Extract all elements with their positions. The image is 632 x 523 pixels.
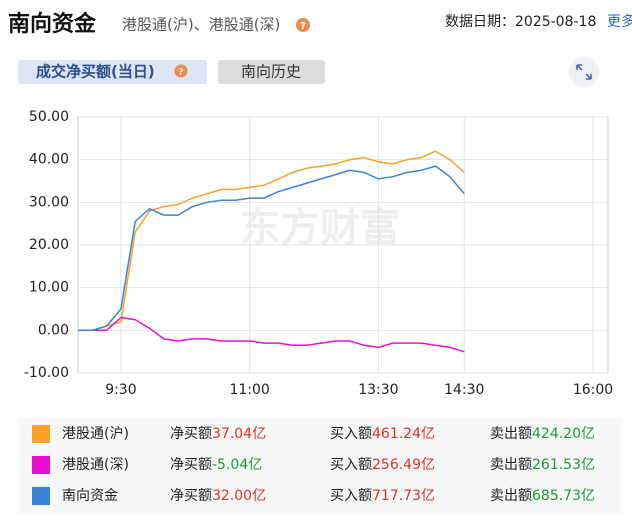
legend-name: 南向资金 xyxy=(62,488,118,504)
tab[interactable] xyxy=(218,60,325,84)
legend-name: 港股通(深) xyxy=(62,457,129,473)
cell-value: 717.73亿 xyxy=(372,488,435,504)
legend-name: 港股通(沪) xyxy=(62,426,129,442)
help-icon[interactable] xyxy=(296,18,310,32)
x-tick-label: 13:30 xyxy=(358,382,398,398)
cell-value: 261.53亿 xyxy=(532,457,595,473)
x-tick-label: 14:30 xyxy=(444,382,484,398)
cell-label: 买入额 xyxy=(330,426,372,442)
cell-value: 424.20亿 xyxy=(532,426,595,442)
series-line xyxy=(78,316,465,353)
date: 数据日期：2025-08-18 xyxy=(445,14,596,30)
cell-value: 37.04亿 xyxy=(212,426,266,442)
cell-value: 256.49亿 xyxy=(372,457,435,473)
expand-button[interactable] xyxy=(569,57,599,87)
expand-icon xyxy=(576,64,592,80)
watermark: 东方财富 xyxy=(240,205,400,251)
cell-label: 买入额 xyxy=(330,488,372,504)
y-tick-label: 50.00 xyxy=(29,109,69,125)
cell-label: 买入额 xyxy=(330,457,372,473)
legend-swatch xyxy=(32,487,50,505)
legend-table xyxy=(18,418,622,514)
x-tick-label: 16:00 xyxy=(573,382,613,398)
cell-value: 461.24亿 xyxy=(372,426,435,442)
series-line xyxy=(78,165,465,332)
cell-value: -5.04亿 xyxy=(212,457,262,473)
legend-swatch xyxy=(32,425,50,443)
help-icon[interactable] xyxy=(174,64,188,78)
tab-label: 成交净买额(当日) xyxy=(36,63,155,81)
y-tick-label: 0.00 xyxy=(38,322,69,338)
y-tick-label: -10.00 xyxy=(24,365,69,381)
tab-label: 南向历史 xyxy=(241,63,301,81)
y-tick-label: 20.00 xyxy=(29,237,69,253)
more-link[interactable]: 更多 xyxy=(607,13,632,30)
tab-active[interactable] xyxy=(18,60,207,84)
cell-label: 净买额 xyxy=(170,488,212,504)
help-text: ? xyxy=(300,21,306,32)
cell-label: 净买额 xyxy=(170,426,212,442)
cell-label: 卖出额 xyxy=(490,488,532,504)
y-tick-label: 10.00 xyxy=(29,280,69,296)
cell-label: 卖出额 xyxy=(490,426,532,442)
help-text: ? xyxy=(178,68,183,78)
cell-value: 685.73亿 xyxy=(532,488,595,504)
legend-swatch xyxy=(32,456,50,474)
y-tick-label: 40.00 xyxy=(29,152,69,168)
cell-label: 净买额 xyxy=(170,457,212,473)
cell-label: 卖出额 xyxy=(490,457,532,473)
cell-value: 32.00亿 xyxy=(212,488,266,504)
x-tick-label: 9:30 xyxy=(105,382,136,398)
x-tick-label: 11:00 xyxy=(229,382,269,398)
subtitle: 港股通(沪)、港股通(深) xyxy=(122,16,280,34)
series-line xyxy=(78,150,465,332)
title: 南向资金 xyxy=(8,11,97,37)
y-tick-label: 30.00 xyxy=(29,194,69,210)
